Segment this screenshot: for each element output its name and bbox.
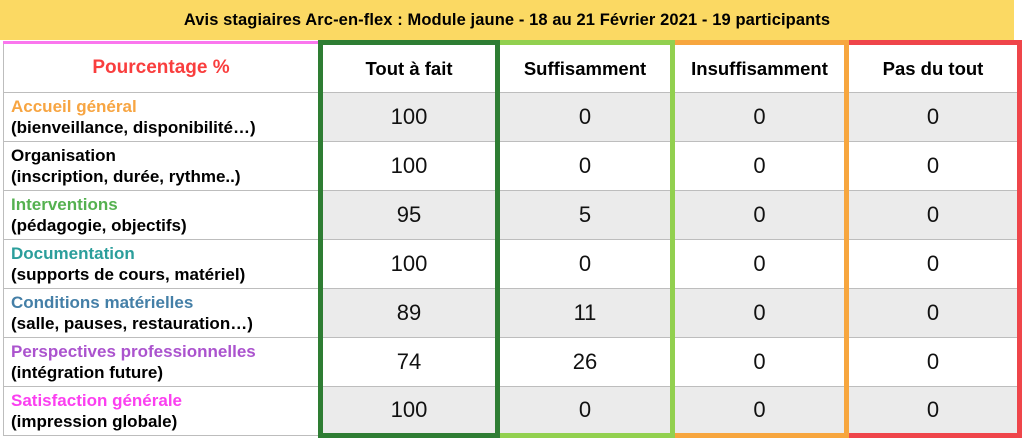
table-row: Interventions (pédagogie, objectifs) 95 … [3,190,1022,240]
cell-tout-a-fait: 89 [318,288,500,338]
title-bar: Avis stagiaires Arc-en-flex : Module jau… [0,0,1014,40]
cell-tout-a-fait: 100 [318,239,500,289]
row-category-label: Documentation [11,244,135,263]
column-header-tout-a-fait: Tout à fait [318,40,500,93]
row-label-cell: Satisfaction générale (impression global… [3,386,321,436]
table-row: Accueil général (bienveillance, disponib… [3,92,1022,142]
cell-suffisamment: 0 [497,141,675,191]
row-category-label: Perspectives professionnelles [11,342,256,361]
cell-insuffisamment: 0 [672,141,849,191]
row-category-label: Satisfaction générale [11,391,183,410]
row-label-cell: Documentation (supports de cours, matéri… [3,239,321,289]
page-title: Avis stagiaires Arc-en-flex : Module jau… [183,10,831,29]
row-label-cell: Organisation (inscription, durée, rythme… [3,141,321,191]
cell-suffisamment: 11 [497,288,675,338]
cell-insuffisamment: 0 [672,190,849,240]
column-header-insuffisamment: Insuffisamment [672,40,849,93]
cell-tout-a-fait: 100 [318,386,500,438]
cell-insuffisamment: 0 [672,239,849,289]
cell-suffisamment: 26 [497,337,675,387]
cell-insuffisamment: 0 [672,288,849,338]
table-row: Conditions matérielles (salle, pauses, r… [3,288,1022,338]
cell-pas-du-tout: 0 [846,141,1022,191]
cell-suffisamment: 0 [497,386,675,438]
cell-pas-du-tout: 0 [846,337,1022,387]
cell-pas-du-tout: 0 [846,92,1022,142]
column-header-pas-du-tout: Pas du tout [846,40,1022,93]
row-label-cell: Interventions (pédagogie, objectifs) [3,190,321,240]
table-row: Satisfaction générale (impression global… [3,386,1022,438]
row-category-detail: (intégration future) [11,363,164,382]
cell-tout-a-fait: 95 [318,190,500,240]
row-label-cell: Accueil général (bienveillance, disponib… [3,92,321,142]
results-table: Pourcentage % Tout à fait Suffisamment I… [3,40,1022,438]
cell-insuffisamment: 0 [672,92,849,142]
table-row: Documentation (supports de cours, matéri… [3,239,1022,289]
row-category-detail: (inscription, durée, rythme..) [11,167,241,186]
row-category-detail: (bienveillance, disponibilité…) [11,118,256,137]
table-body: Accueil général (bienveillance, disponib… [3,92,1022,438]
cell-pas-du-tout: 0 [846,288,1022,338]
cell-pas-du-tout: 0 [846,190,1022,240]
table-row: Perspectives professionnelles (intégrati… [3,337,1022,387]
cell-suffisamment: 0 [497,239,675,289]
row-category-detail: (supports de cours, matériel) [11,265,246,284]
row-label-cell: Perspectives professionnelles (intégrati… [3,337,321,387]
row-category-detail: (impression globale) [11,412,178,431]
cell-suffisamment: 5 [497,190,675,240]
row-category-detail: (pédagogie, objectifs) [11,216,187,235]
row-label-cell: Conditions matérielles (salle, pauses, r… [3,288,321,338]
cell-tout-a-fait: 74 [318,337,500,387]
cell-tout-a-fait: 100 [318,92,500,142]
cell-pas-du-tout: 0 [846,386,1022,438]
corner-header-pourcentage: Pourcentage % [3,41,321,93]
cell-suffisamment: 0 [497,92,675,142]
cell-tout-a-fait: 100 [318,141,500,191]
row-category-label: Organisation [11,146,116,165]
row-category-detail: (salle, pauses, restauration…) [11,314,253,333]
cell-insuffisamment: 0 [672,337,849,387]
column-header-suffisamment: Suffisamment [497,40,675,93]
table-row: Organisation (inscription, durée, rythme… [3,141,1022,191]
cell-insuffisamment: 0 [672,386,849,438]
row-category-label: Conditions matérielles [11,293,194,312]
row-category-label: Accueil général [11,97,137,116]
cell-pas-du-tout: 0 [846,239,1022,289]
row-category-label: Interventions [11,195,118,214]
header-row: Pourcentage % Tout à fait Suffisamment I… [3,40,1022,93]
